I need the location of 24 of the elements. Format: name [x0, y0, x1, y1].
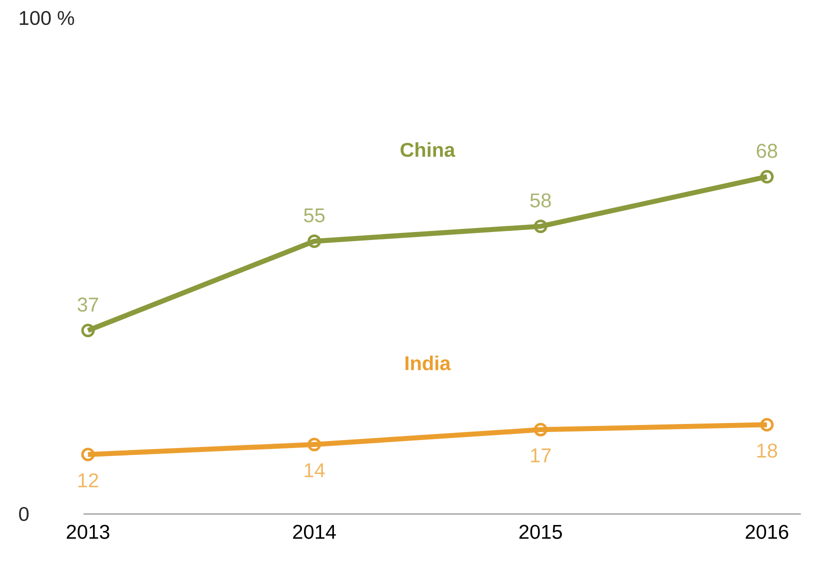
point: [308, 438, 322, 452]
point: [760, 418, 774, 432]
point: [308, 234, 322, 248]
data-label: 58: [530, 193, 551, 208]
x-tick-label: 2013: [66, 524, 110, 539]
y-tick-label: 0: [19, 506, 29, 522]
x-tick-label: 2016: [746, 524, 788, 539]
x-tick-label: 2014: [293, 524, 336, 539]
text: India: [406, 356, 451, 370]
point: [760, 170, 774, 184]
data-label: 37: [78, 298, 98, 312]
data-label: 14: [304, 463, 325, 478]
point: [81, 324, 95, 338]
data-label: 68: [756, 144, 778, 158]
y-tick-label: 100 %: [20, 10, 74, 26]
text: China: [400, 142, 456, 157]
point: [81, 448, 95, 462]
point: [534, 220, 548, 234]
data-label: 55: [304, 208, 325, 222]
data-label: 17: [531, 448, 551, 462]
data-label: 12: [78, 473, 98, 488]
point: [534, 422, 548, 436]
data-label: 18: [757, 444, 778, 458]
x-tick-label: 2015: [519, 524, 562, 539]
